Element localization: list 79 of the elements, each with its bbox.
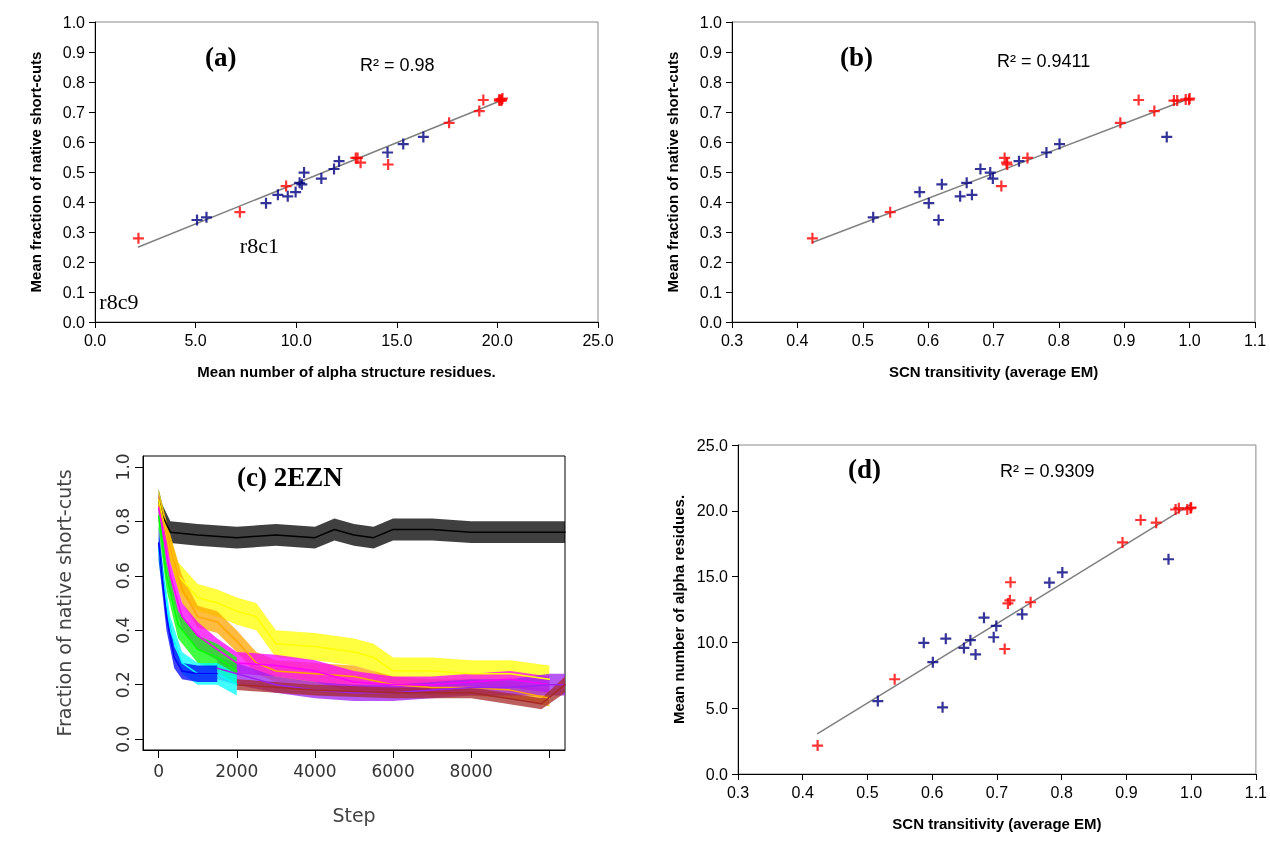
x-tick-label: 1.1 (1243, 331, 1267, 349)
x-tick-label: 0.4 (791, 783, 814, 801)
y-tick-label: 0.8 (699, 73, 723, 91)
y-tick-label: 5.0 (705, 699, 729, 717)
x-tick-label: 6000 (371, 760, 415, 781)
y-tick-label: 0.8 (112, 507, 133, 535)
x-tick-label: 20.0 (481, 331, 514, 349)
text: (a) (205, 41, 237, 72)
y-axis-title: Mean fraction of native short-cuts (664, 51, 681, 293)
x-tick-label: 15.0 (381, 331, 413, 349)
y-tick-label: 0.2 (699, 253, 723, 271)
x-tick-label: 0.4 (786, 331, 809, 349)
x-axis-title: Mean number of alpha structure residues. (197, 363, 496, 380)
y-tick-label: 0.6 (62, 133, 86, 151)
y-tick-label: 1.0 (112, 453, 133, 481)
x-tick-label: 0.3 (720, 331, 744, 349)
y-tick-label: 0.2 (62, 253, 86, 271)
y-tick-label: 0.1 (62, 283, 86, 301)
x-tick-label: 1.0 (1180, 783, 1203, 801)
x-tick-label: 5.0 (184, 331, 207, 349)
x-tick-label: 0.9 (1113, 331, 1136, 349)
y-tick-label: 0.6 (699, 133, 723, 151)
x-tick-label: 0.7 (982, 331, 1005, 349)
annotation: r8c1 (239, 232, 279, 258)
y-tick-label: 0.0 (699, 313, 723, 331)
y-tick-label: 0.9 (699, 43, 723, 61)
y-tick-label: 20.0 (696, 502, 729, 520)
x-tick-label: 0.7 (985, 783, 1009, 801)
x-tick-label: 0.0 (83, 331, 107, 349)
y-tick-label: 0.7 (699, 103, 723, 121)
y-tick-label: 10.0 (696, 633, 729, 651)
chart-title: (c) 2EZN (237, 461, 344, 492)
chart-title: (d) (848, 453, 881, 484)
y-tick-label: 0.4 (62, 193, 86, 211)
annotation: R² = 0.9309 (1000, 461, 1095, 481)
y-tick-label: 0.1 (699, 283, 723, 301)
text: (b) (840, 41, 873, 72)
x-tick-label: 25.0 (582, 331, 614, 349)
y-tick-label: 0.3 (62, 223, 86, 241)
y-tick-label: 0.4 (699, 193, 723, 211)
x-tick-label: 0.9 (1115, 783, 1138, 801)
annotation: R² = 0.9411 (997, 51, 1091, 71)
y-tick-label: 0.6 (112, 562, 133, 590)
x-tick-label: 0.8 (1047, 331, 1071, 349)
y-tick-label: 0.0 (62, 313, 86, 331)
x-tick-label: 10.0 (280, 331, 312, 349)
x-tick-label: 1.1 (1244, 783, 1268, 801)
x-tick-label: 2000 (215, 760, 259, 781)
y-tick-label: 0.0 (112, 725, 133, 753)
x-tick-label: 0.3 (726, 783, 750, 801)
x-tick-label: 1.0 (1178, 331, 1201, 349)
y-tick-label: 0.5 (62, 163, 86, 181)
y-axis-title: Mean number of alpha residues. (669, 494, 687, 725)
y-tick-label: 25.0 (696, 436, 729, 454)
y-tick-label: 0.7 (62, 103, 86, 121)
y-axis-title: Fraction of native short-cuts (52, 469, 75, 737)
y-tick-label: 1.0 (699, 13, 723, 31)
x-tick-label: 0.5 (851, 331, 874, 349)
x-axis-title: SCN transitivity (average EM) (888, 363, 1099, 380)
x-axis-title: Step (332, 803, 376, 826)
y-axis-title: Mean fraction of native short-cuts (27, 51, 44, 293)
x-tick-label: 0 (153, 760, 165, 781)
y-tick-label: 0.5 (699, 163, 723, 181)
y-tick-label: 0.4 (112, 616, 133, 644)
y-tick-label: 0.8 (62, 73, 86, 91)
x-tick-label: 8000 (449, 760, 493, 781)
y-tick-label: 0.3 (699, 223, 723, 241)
y-tick-label: 1.0 (62, 13, 86, 31)
x-tick-label: 0.6 (917, 331, 940, 349)
annotation: r8c9 (99, 288, 139, 314)
x-tick-label: 4000 (293, 760, 337, 781)
y-tick-label: 0.2 (112, 671, 133, 699)
x-tick-label: 0.8 (1050, 783, 1073, 801)
x-tick-label: 0.5 (856, 783, 879, 801)
y-tick-label: 0.9 (62, 43, 86, 61)
x-tick-label: 0.6 (921, 783, 944, 801)
x-axis-title: SCN transitivity (average EM) (892, 815, 1102, 832)
y-tick-label: 15.0 (696, 568, 729, 586)
annotation: R² = 0.98 (360, 55, 435, 75)
